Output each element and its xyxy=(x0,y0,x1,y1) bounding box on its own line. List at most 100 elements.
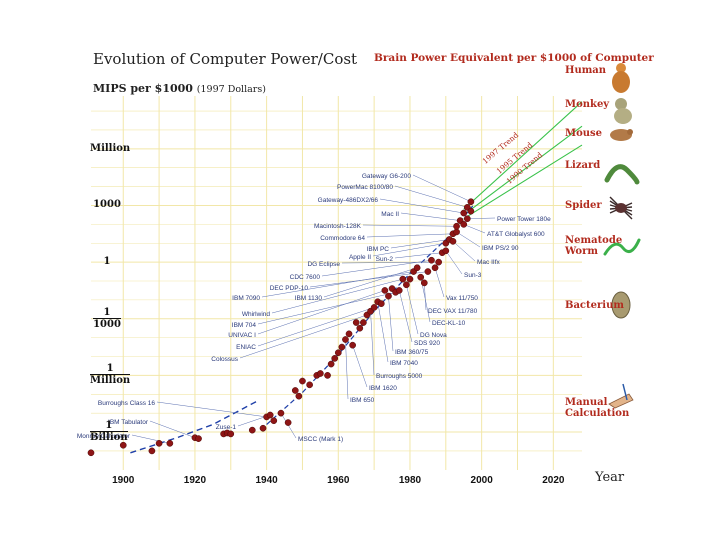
computer-label: Apple II xyxy=(349,254,371,261)
computer-label: IBM 650 xyxy=(350,397,375,404)
computer-label: Sun-2 xyxy=(376,256,394,263)
computer-label: IBM 1130 xyxy=(295,295,323,302)
organism-label: Bacterium xyxy=(565,300,624,311)
data-point xyxy=(385,292,392,300)
leader-line xyxy=(341,261,439,264)
leader-line xyxy=(366,233,453,238)
data-point xyxy=(248,426,256,434)
data-point xyxy=(360,319,367,326)
y-axis-label: 1 Million xyxy=(90,363,131,386)
computer-label: Power Tower 180e xyxy=(497,216,551,223)
data-point xyxy=(227,430,235,438)
computer-label: Sun-3 xyxy=(464,272,482,279)
data-point xyxy=(377,300,385,308)
x-tick-label: 2000 xyxy=(471,475,494,486)
computer-label: Whirlwind xyxy=(242,311,271,318)
x-tick-label: 1960 xyxy=(327,475,350,486)
data-point xyxy=(148,447,156,455)
organism-label: Manual Calculation xyxy=(565,397,630,419)
computer-label: Commodore 64 xyxy=(320,235,365,242)
computer-label: Macintosh-128K xyxy=(314,223,362,230)
x-tick-label: 1940 xyxy=(255,475,278,486)
trend-line xyxy=(463,125,583,216)
computer-label: Burroughs Class 16 xyxy=(98,400,155,407)
computer-label: CDC 7600 xyxy=(290,274,321,281)
y-axis-label: 1 1000 xyxy=(90,307,124,330)
data-point xyxy=(370,304,378,311)
leader-line xyxy=(412,174,472,202)
computer-label: PowerMac 8100/80 xyxy=(337,184,393,191)
x-tick-label: 1920 xyxy=(184,475,207,486)
hand-icon xyxy=(608,393,634,409)
leader-line xyxy=(352,345,368,388)
leader-line xyxy=(149,420,196,438)
leader-line xyxy=(390,239,450,249)
data-point xyxy=(420,279,428,287)
data-point xyxy=(431,264,439,272)
leader-line xyxy=(271,278,403,314)
leader-line xyxy=(388,296,394,352)
bacterium-icon xyxy=(611,291,631,319)
computer-label: Gateway-486DX2/66 xyxy=(318,197,379,204)
computer-label: Gateway G6-200 xyxy=(362,173,412,180)
leader-line xyxy=(362,224,457,227)
monkey-icon xyxy=(615,98,627,110)
data-point xyxy=(467,198,475,206)
fraction-numerator: 1 xyxy=(93,307,121,319)
data-point xyxy=(166,439,174,447)
data-point xyxy=(356,324,364,332)
computer-label: Vax 11/750 xyxy=(446,295,478,302)
computer-label: IBM PS/2 90 xyxy=(482,245,519,252)
computer-label: Zuse-1 xyxy=(216,424,237,431)
computer-label: DG Eclipse xyxy=(307,261,340,268)
lizard-icon xyxy=(604,164,640,185)
leader-line xyxy=(372,242,446,257)
data-point xyxy=(442,247,450,255)
y-axis-label: 1000 xyxy=(93,199,121,211)
computer-label: IBM 1620 xyxy=(369,385,397,392)
data-point xyxy=(119,441,127,449)
leader-line xyxy=(257,307,375,347)
computer-label: IBM PC xyxy=(367,246,390,253)
leader-line xyxy=(394,252,443,259)
data-point xyxy=(435,258,442,266)
data-point xyxy=(331,355,339,362)
leader-line xyxy=(452,241,476,262)
data-point xyxy=(155,439,163,447)
leader-line xyxy=(424,282,427,311)
leader-line xyxy=(370,311,375,376)
organism-label: Nematode Worm xyxy=(565,235,623,257)
trend-line xyxy=(463,101,583,210)
data-point xyxy=(449,238,457,245)
computer-label: DEC-KL-10 xyxy=(432,320,466,327)
x-tick-label: 1900 xyxy=(112,475,135,486)
leader-line xyxy=(321,259,432,277)
data-point xyxy=(306,381,313,389)
human-icon-body xyxy=(612,71,630,93)
data-point xyxy=(270,417,278,425)
data-point xyxy=(195,435,202,442)
leader-line xyxy=(257,290,385,335)
data-point xyxy=(467,207,475,215)
fraction-numerator: 1 xyxy=(90,420,128,433)
data-point xyxy=(413,264,421,272)
x-tick-label: 2020 xyxy=(542,475,565,486)
data-point xyxy=(345,330,353,338)
chart-title: Evolution of Computer Power/Cost xyxy=(93,50,358,68)
data-point xyxy=(334,349,342,357)
mouse-icon xyxy=(610,129,632,141)
data-point xyxy=(395,287,403,294)
spider-icon xyxy=(615,203,627,213)
data-point xyxy=(342,336,349,343)
computer-label: IBM 360/75 xyxy=(395,349,429,356)
computer-label: MSCC (Mark 1) xyxy=(298,436,343,443)
leader-line xyxy=(400,212,461,221)
data-point xyxy=(399,275,407,283)
worm-icon xyxy=(603,238,641,256)
computer-label: SDS 920 xyxy=(414,340,440,347)
computer-label: DG Nova xyxy=(420,332,447,339)
data-point xyxy=(277,409,285,417)
brain-power-title: Brain Power Equivalent per $1000 of Comp… xyxy=(374,52,654,64)
leader-line xyxy=(394,185,468,208)
